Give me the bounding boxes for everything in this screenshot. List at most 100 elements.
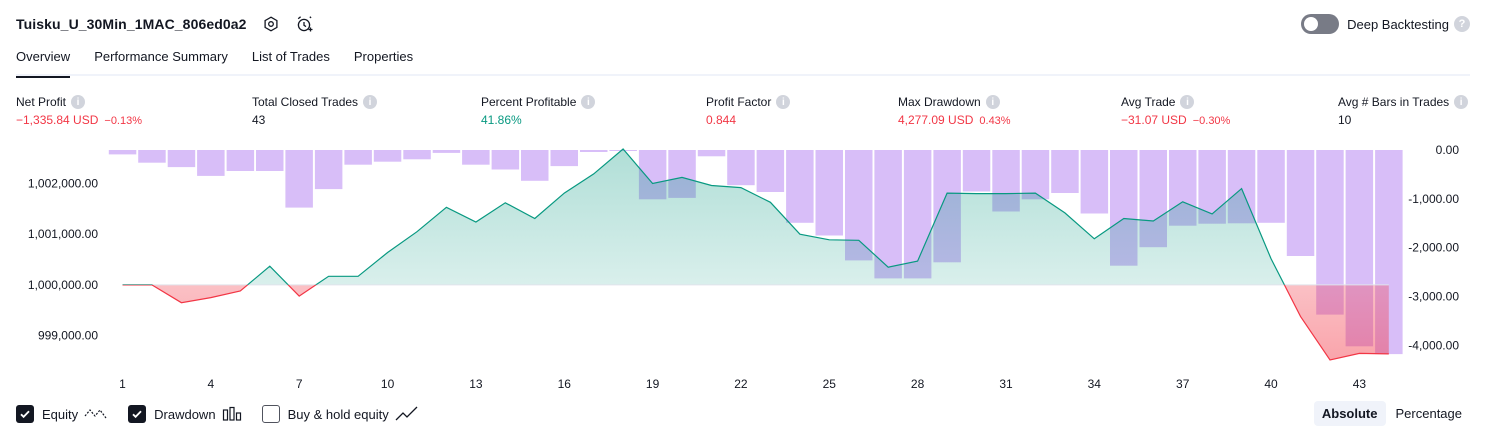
metric-value: −31.07 USD [1121,113,1187,127]
drawdown-bar [168,150,196,167]
metric-value: 43 [252,113,265,127]
x-tick-label: 31 [999,377,1013,391]
metric-value: 10 [1338,113,1351,127]
tab-properties[interactable]: Properties [354,44,413,76]
x-tick-label: 34 [1088,377,1102,391]
drawdown-bar [551,150,579,166]
metric-percent-profitable: Percent Profitable i 41.86% [481,94,595,127]
x-tick-label: 25 [823,377,837,391]
legend-label: Equity [42,407,78,422]
help-icon[interactable]: i [986,95,1000,109]
metric-label: Net Profit [16,95,66,109]
legend-label: Drawdown [154,407,215,422]
legend-label: Buy & hold equity [288,407,389,422]
metric-value: 41.86% [481,113,522,127]
absolute-button[interactable]: Absolute [1314,401,1386,426]
drawdown-bar [403,150,431,159]
chart-legend: Equity Drawdown Buy & hold equity [16,402,439,426]
drawdown-bar [816,150,844,236]
metric-label: Avg Trade [1121,95,1175,109]
metric-percent: −0.13% [104,115,142,127]
x-tick-label: 40 [1264,377,1278,391]
metric-max-drawdown: Max Drawdown i 4,277.09 USD 0.43% [898,94,1011,127]
help-icon[interactable]: i [71,95,85,109]
help-icon[interactable]: i [776,95,790,109]
buy-hold-line-icon [395,406,419,422]
legend-equity[interactable]: Equity [16,405,108,423]
x-tick-label: 7 [296,377,303,391]
drawdown-bar [963,150,991,192]
x-tick-label: 22 [734,377,748,391]
checkbox-equity[interactable] [16,405,34,423]
metric-avg-bars-in-trades: Avg # Bars in Trades i 10 [1338,94,1468,127]
drawdown-bar [1051,150,1079,193]
drawdown-bar [1022,150,1049,199]
help-icon[interactable]: i [581,95,595,109]
deep-backtesting-toggle[interactable] [1301,14,1339,34]
equity-drawdown-chart[interactable]: 1,002,000.00 1,001,000.00 1,000,000.00 999,… [0,140,1486,396]
metric-label: Profit Factor [706,95,771,109]
drawdown-bar [227,150,255,171]
drawdown-bar [698,150,726,156]
metric-label: Avg # Bars in Trades [1338,95,1449,109]
drawdown-bar [1287,150,1315,256]
metric-percent: −0.30% [1193,115,1231,127]
drawdown-bar [492,150,519,170]
percentage-button[interactable]: Percentage [1388,401,1471,426]
x-tick-label: 43 [1353,377,1367,391]
x-tick-label: 19 [646,377,660,391]
legend-drawdown[interactable]: Drawdown [128,405,241,423]
drawdown-bar [433,150,461,153]
equity-line-icon [84,406,108,422]
x-tick-label: 28 [911,377,925,391]
help-icon[interactable]: i [1180,95,1194,109]
metric-total-closed-trades: Total Closed Trades i 43 [252,94,377,127]
alarm-add-icon[interactable] [295,14,315,34]
equity-tick-label: 1,001,000.00 [28,227,98,241]
drawdown-bar [1257,150,1285,223]
drawdown-bar [256,150,284,171]
drawdown-bars-icon [222,406,242,422]
checkbox-drawdown[interactable] [128,405,146,423]
x-tick-label: 16 [558,377,572,391]
help-icon[interactable]: i [363,95,377,109]
drawdown-bar [757,150,785,192]
drawdown-bar [521,150,549,181]
tab-list-of-trades[interactable]: List of Trades [252,44,330,76]
drawdown-tick-label: -3,000.00 [1408,290,1459,304]
x-tick-label: 1 [119,377,126,391]
metric-net-profit: Net Profit i −1,335.84 USD −0.13% [16,94,142,127]
metric-label: Total Closed Trades [252,95,358,109]
legend-buy-hold-equity[interactable]: Buy & hold equity [262,405,419,423]
drawdown-bar [197,150,225,176]
checkbox-buy-hold-equity[interactable] [262,405,280,423]
metric-avg-trade: Avg Trade i −31.07 USD −0.30% [1121,94,1230,127]
x-tick-label: 37 [1176,377,1190,391]
metric-value: 0.844 [706,113,736,127]
drawdown-bar [109,150,137,154]
drawdown-tick-label: 0.00 [1436,143,1460,157]
equity-tick-label: 999,000.00 [38,329,98,343]
strategy-header: Tuisku_U_30Min_1MAC_806ed0a2 [16,12,315,36]
drawdown-tick-label: -4,000.00 [1408,338,1459,352]
tab-bar: Overview Performance Summary List of Tra… [16,44,1470,76]
drawdown-bar [727,150,755,185]
drawdown-tick-label: -2,000.00 [1408,241,1459,255]
drawdown-axis: 0.00-1,000.00-2,000.00-3,000.00-4,000.00 [1408,143,1459,352]
drawdown-bar [138,150,166,163]
deep-backtesting-label: Deep Backtesting [1347,17,1449,32]
metric-value: 4,277.09 USD [898,113,973,127]
metrics-strip: Net Profit i −1,335.84 USD −0.13% Total Cl… [16,94,1470,130]
metric-label: Percent Profitable [481,95,576,109]
drawdown-bar [580,150,608,152]
help-icon[interactable]: i [1454,95,1468,109]
x-tick-label: 10 [381,377,395,391]
drawdown-bar [462,150,490,165]
drawdown-bar [1081,150,1109,214]
tab-performance-summary[interactable]: Performance Summary [94,44,228,76]
settings-icon[interactable] [261,14,281,34]
strategy-name: Tuisku_U_30Min_1MAC_806ed0a2 [16,16,247,32]
help-icon[interactable]: ? [1454,16,1470,32]
drawdown-bar [315,150,343,189]
tab-overview[interactable]: Overview [16,44,70,76]
